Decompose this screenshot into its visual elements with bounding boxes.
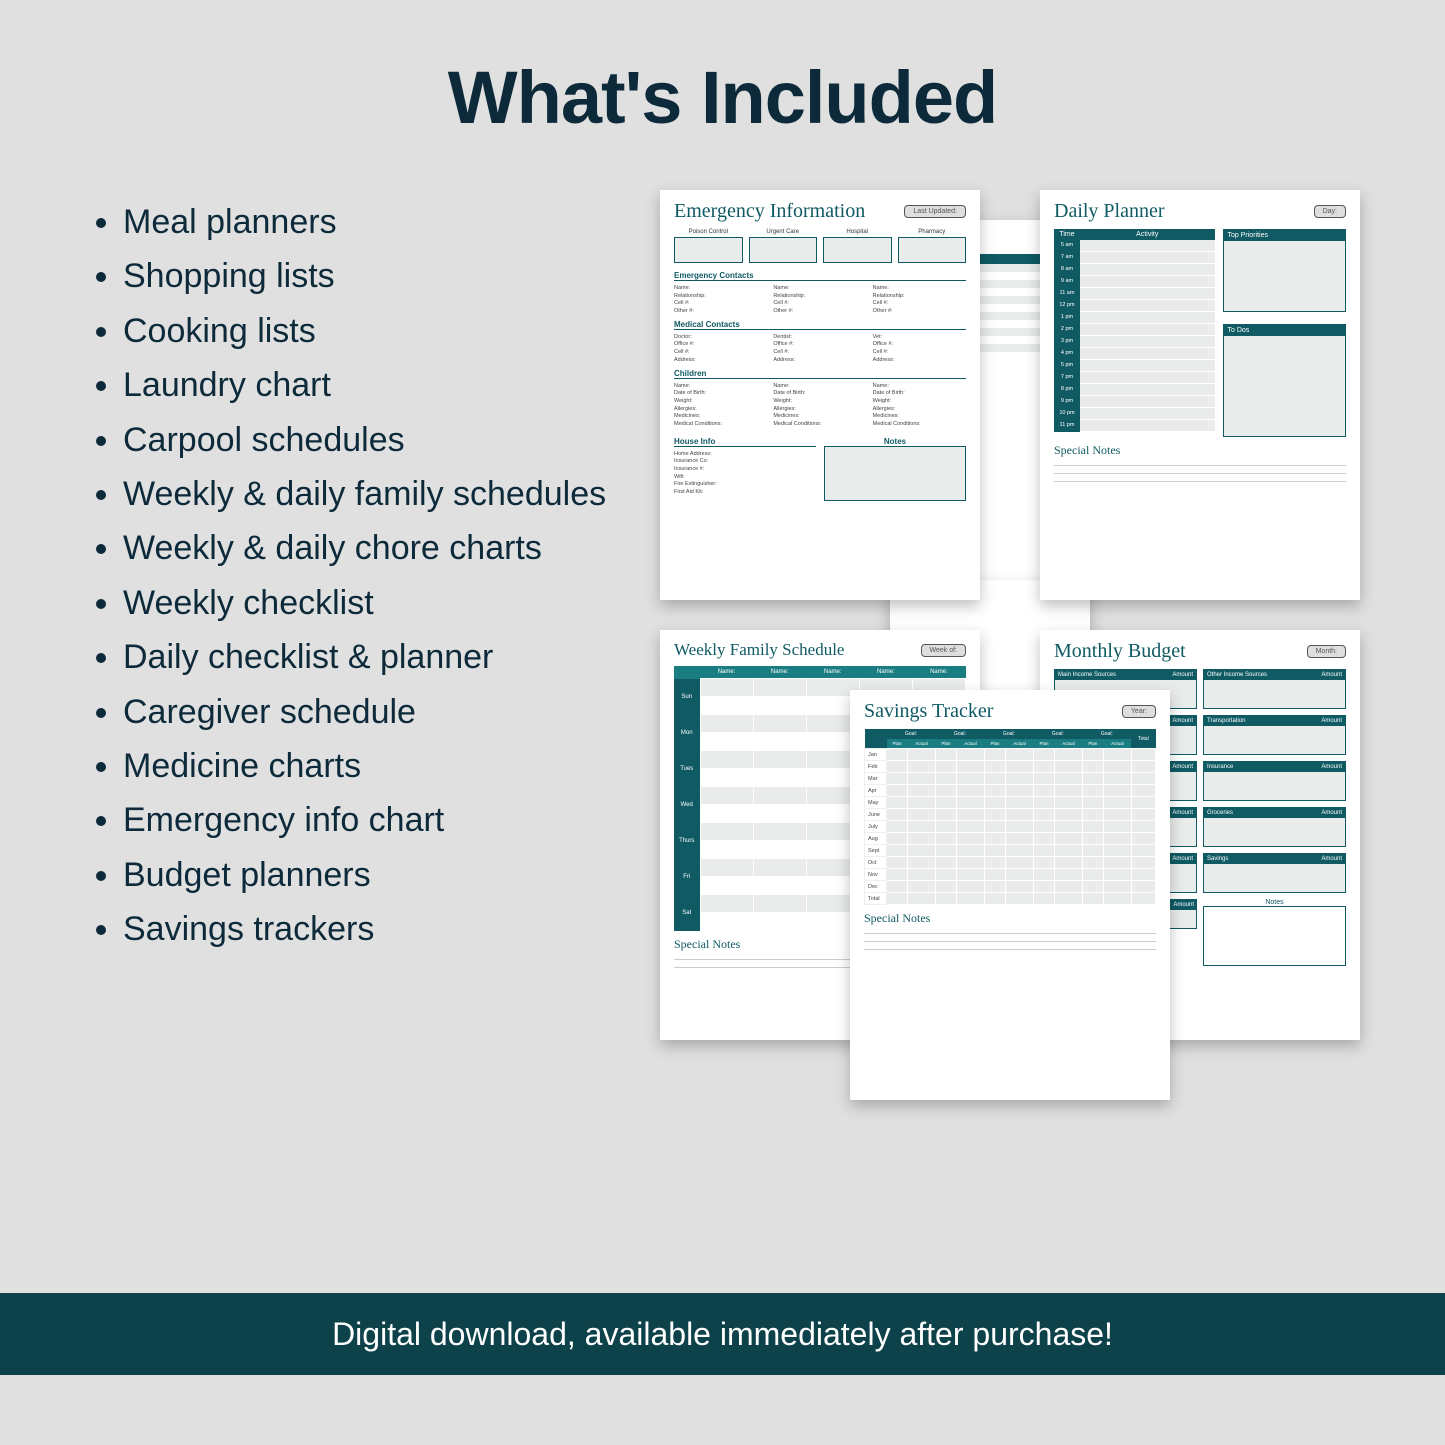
savings-notes-label: Special Notes	[864, 911, 1156, 926]
emergency-notes-label: Notes	[824, 437, 966, 446]
emergency-info-sheet: Emergency Information Last Updated: Pois…	[660, 190, 980, 600]
daily-activity-header: Activity	[1080, 229, 1215, 240]
emergency-title: Emergency Information	[674, 200, 865, 223]
savings-badge: Year:	[1122, 705, 1156, 718]
emergency-contacts-label: Emergency Contacts	[674, 271, 966, 280]
list-item: Budget planners	[123, 848, 665, 902]
list-item: Weekly & daily family schedules	[123, 467, 665, 521]
included-list: Meal plannersShopping listsCooking lists…	[85, 195, 665, 956]
list-item: Cooking lists	[123, 304, 665, 358]
list-item: Carpool schedules	[123, 413, 665, 467]
list-item: Caregiver schedule	[123, 685, 665, 739]
emergency-badge: Last Updated:	[904, 205, 966, 218]
list-item: Meal planners	[123, 195, 665, 249]
savings-title: Savings Tracker	[864, 700, 993, 723]
daily-notes-label: Special Notes	[1054, 443, 1346, 458]
children-label: Children	[674, 369, 966, 378]
daily-priorities-header: Top Priorities	[1224, 230, 1345, 241]
list-item: Weekly checklist	[123, 576, 665, 630]
list-item: Daily checklist & planner	[123, 630, 665, 684]
list-item: Shopping lists	[123, 249, 665, 303]
footer-text: Digital download, available immediately …	[332, 1316, 1113, 1353]
footer-banner: Digital download, available immediately …	[0, 1293, 1445, 1375]
list-item: Savings trackers	[123, 902, 665, 956]
budget-title: Monthly Budget	[1054, 640, 1186, 663]
budget-badge: Month:	[1307, 645, 1346, 658]
list-item: Weekly & daily chore charts	[123, 521, 665, 575]
page-title: What's Included	[0, 55, 1445, 140]
daily-planner-sheet: Daily Planner Day: Time Activity 5 am7 a…	[1040, 190, 1360, 600]
daily-todos-header: To Dos	[1224, 325, 1345, 336]
list-item: Medicine charts	[123, 739, 665, 793]
weekly-title: Weekly Family Schedule	[674, 640, 844, 660]
daily-time-header: Time	[1054, 229, 1080, 240]
daily-title: Daily Planner	[1054, 200, 1165, 223]
house-info-label: House Info	[674, 437, 816, 446]
budget-notes-label: Notes	[1203, 899, 1346, 906]
product-infographic: What's Included Meal plannersShopping li…	[0, 0, 1445, 1445]
savings-table: Goal:Goal:Goal:Goal:Goal:TotalPlanActual…	[864, 729, 1156, 905]
list-item: Laundry chart	[123, 358, 665, 412]
list-item: Emergency info chart	[123, 793, 665, 847]
weekly-badge: Week of:	[921, 644, 967, 657]
savings-tracker-sheet: Savings Tracker Year: Goal:Goal:Goal:Goa…	[850, 690, 1170, 1100]
mockup-stage: Medicine Chart SundayMon	[660, 190, 1420, 1190]
daily-badge: Day:	[1314, 205, 1346, 218]
medical-contacts-label: Medical Contacts	[674, 320, 966, 329]
